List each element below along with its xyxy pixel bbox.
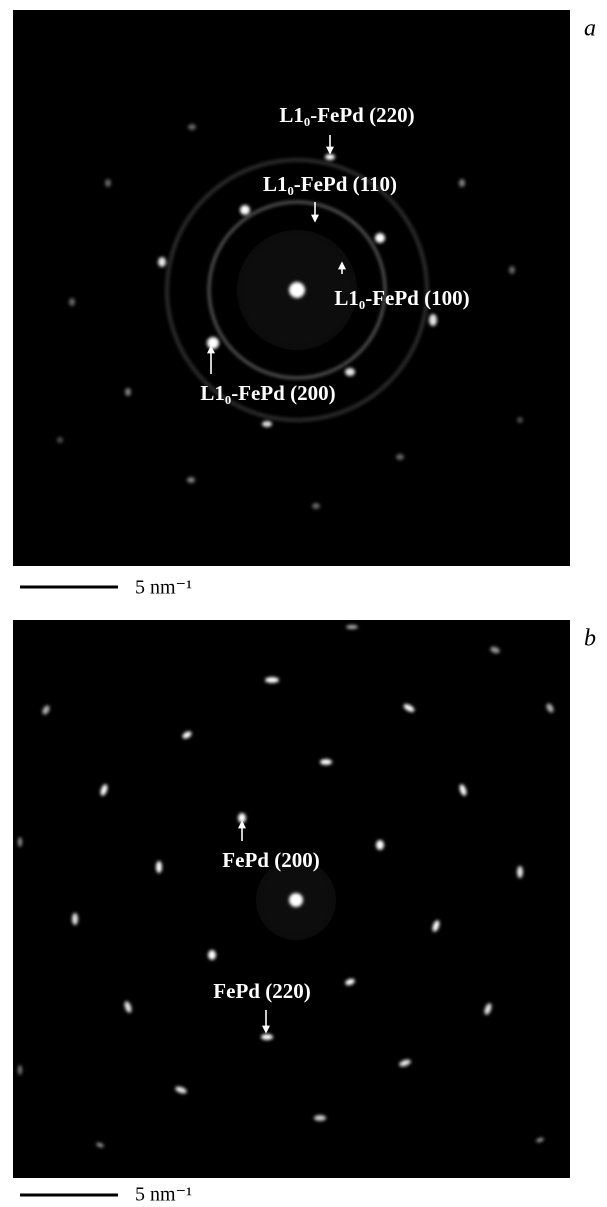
diffraction-spot: [261, 1034, 273, 1040]
diffraction-spot: [396, 454, 404, 460]
diffraction-spot: [346, 625, 358, 629]
diffraction-spot: [429, 314, 437, 326]
diffraction-spot: [262, 421, 272, 427]
diffraction-spot: [459, 179, 465, 187]
annotation: L1₀-FePd (100): [334, 286, 469, 310]
diffraction-spot: [187, 477, 195, 483]
diffraction-spot: [289, 282, 305, 298]
scale-bar-label: 5 nm⁻¹: [135, 577, 192, 599]
diffraction-spot: [509, 266, 515, 274]
diffraction-spot: [69, 298, 75, 306]
diffraction-spot: [240, 205, 250, 215]
diffraction-spot: [105, 179, 111, 187]
diffraction-spot: [312, 503, 320, 509]
diffraction-spot: [125, 388, 131, 396]
diffraction-spot: [156, 861, 162, 873]
diffraction-spot: [345, 368, 355, 376]
diffraction-spot: [517, 866, 523, 878]
diffraction-spot: [376, 840, 384, 850]
diffraction-spot: [207, 337, 219, 349]
diffraction-spot: [188, 124, 196, 130]
diffraction-spot: [18, 837, 22, 847]
diffraction-spot: [158, 257, 166, 267]
diffraction-spot: [72, 913, 78, 925]
scale-bar-label: 5 nm⁻¹: [135, 1184, 192, 1206]
diffraction-spot: [57, 437, 63, 443]
diffraction-spot: [289, 893, 303, 907]
annotation: L1₀-FePd (110): [263, 172, 397, 196]
annotation: FePd (200): [222, 848, 319, 872]
diffraction-spot: [314, 1115, 326, 1121]
annotation: L1₀-FePd (200): [200, 381, 335, 405]
diffraction-spot: [375, 233, 385, 243]
diffraction-spot: [18, 1065, 22, 1075]
panel-label: b: [584, 626, 596, 652]
diffraction-spot: [325, 154, 335, 160]
figure: L1₀-FePd (220) L1₀-FePd (110) L1₀-FePd (…: [0, 0, 607, 1207]
diffraction-spot: [265, 677, 279, 683]
annotation: FePd (220): [213, 979, 310, 1003]
diffraction-spot: [517, 417, 523, 423]
diffraction-spot: [208, 950, 216, 960]
annotation: L1₀-FePd (220): [279, 103, 414, 127]
panel-label: a: [584, 16, 596, 42]
diffraction-spot: [320, 759, 332, 765]
diffraction-spot: [238, 813, 246, 823]
